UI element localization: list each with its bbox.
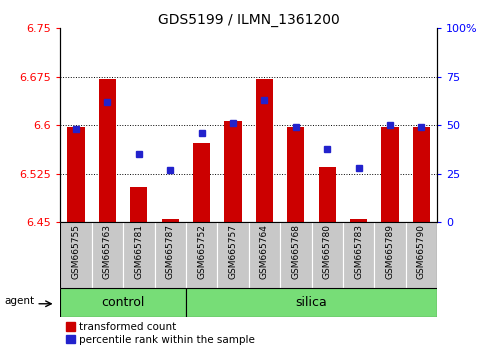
Text: GSM665755: GSM665755 xyxy=(71,224,81,279)
Bar xyxy=(155,222,186,288)
Text: GSM665763: GSM665763 xyxy=(103,224,112,279)
Text: GSM665752: GSM665752 xyxy=(197,224,206,279)
Bar xyxy=(186,222,217,288)
Text: GSM665768: GSM665768 xyxy=(291,224,300,279)
Text: agent: agent xyxy=(5,296,35,306)
Bar xyxy=(68,127,85,222)
Text: control: control xyxy=(101,296,145,309)
Text: GSM665780: GSM665780 xyxy=(323,224,332,279)
Bar xyxy=(186,288,437,317)
Bar xyxy=(343,222,374,288)
Bar xyxy=(406,222,437,288)
Text: silica: silica xyxy=(296,296,327,309)
Text: GSM665789: GSM665789 xyxy=(385,224,395,279)
Bar xyxy=(130,187,147,222)
Bar xyxy=(287,127,304,222)
Bar xyxy=(249,222,280,288)
Bar xyxy=(319,167,336,222)
Bar xyxy=(217,222,249,288)
Text: GSM665781: GSM665781 xyxy=(134,224,143,279)
Bar xyxy=(256,79,273,222)
Bar xyxy=(162,219,179,222)
Bar xyxy=(280,222,312,288)
Bar xyxy=(60,288,186,317)
Text: GSM665787: GSM665787 xyxy=(166,224,175,279)
Bar xyxy=(350,219,367,222)
Bar xyxy=(92,222,123,288)
Title: GDS5199 / ILMN_1361200: GDS5199 / ILMN_1361200 xyxy=(158,13,340,27)
Legend: transformed count, percentile rank within the sample: transformed count, percentile rank withi… xyxy=(66,322,255,345)
Text: GSM665764: GSM665764 xyxy=(260,224,269,279)
Bar xyxy=(374,222,406,288)
Bar xyxy=(99,79,116,222)
Bar xyxy=(382,127,398,222)
Bar xyxy=(123,222,155,288)
Text: GSM665783: GSM665783 xyxy=(354,224,363,279)
Bar xyxy=(193,143,210,222)
Bar xyxy=(312,222,343,288)
Bar xyxy=(225,121,242,222)
Bar xyxy=(60,222,92,288)
Bar xyxy=(413,127,430,222)
Text: GSM665790: GSM665790 xyxy=(417,224,426,279)
Text: GSM665757: GSM665757 xyxy=(228,224,238,279)
